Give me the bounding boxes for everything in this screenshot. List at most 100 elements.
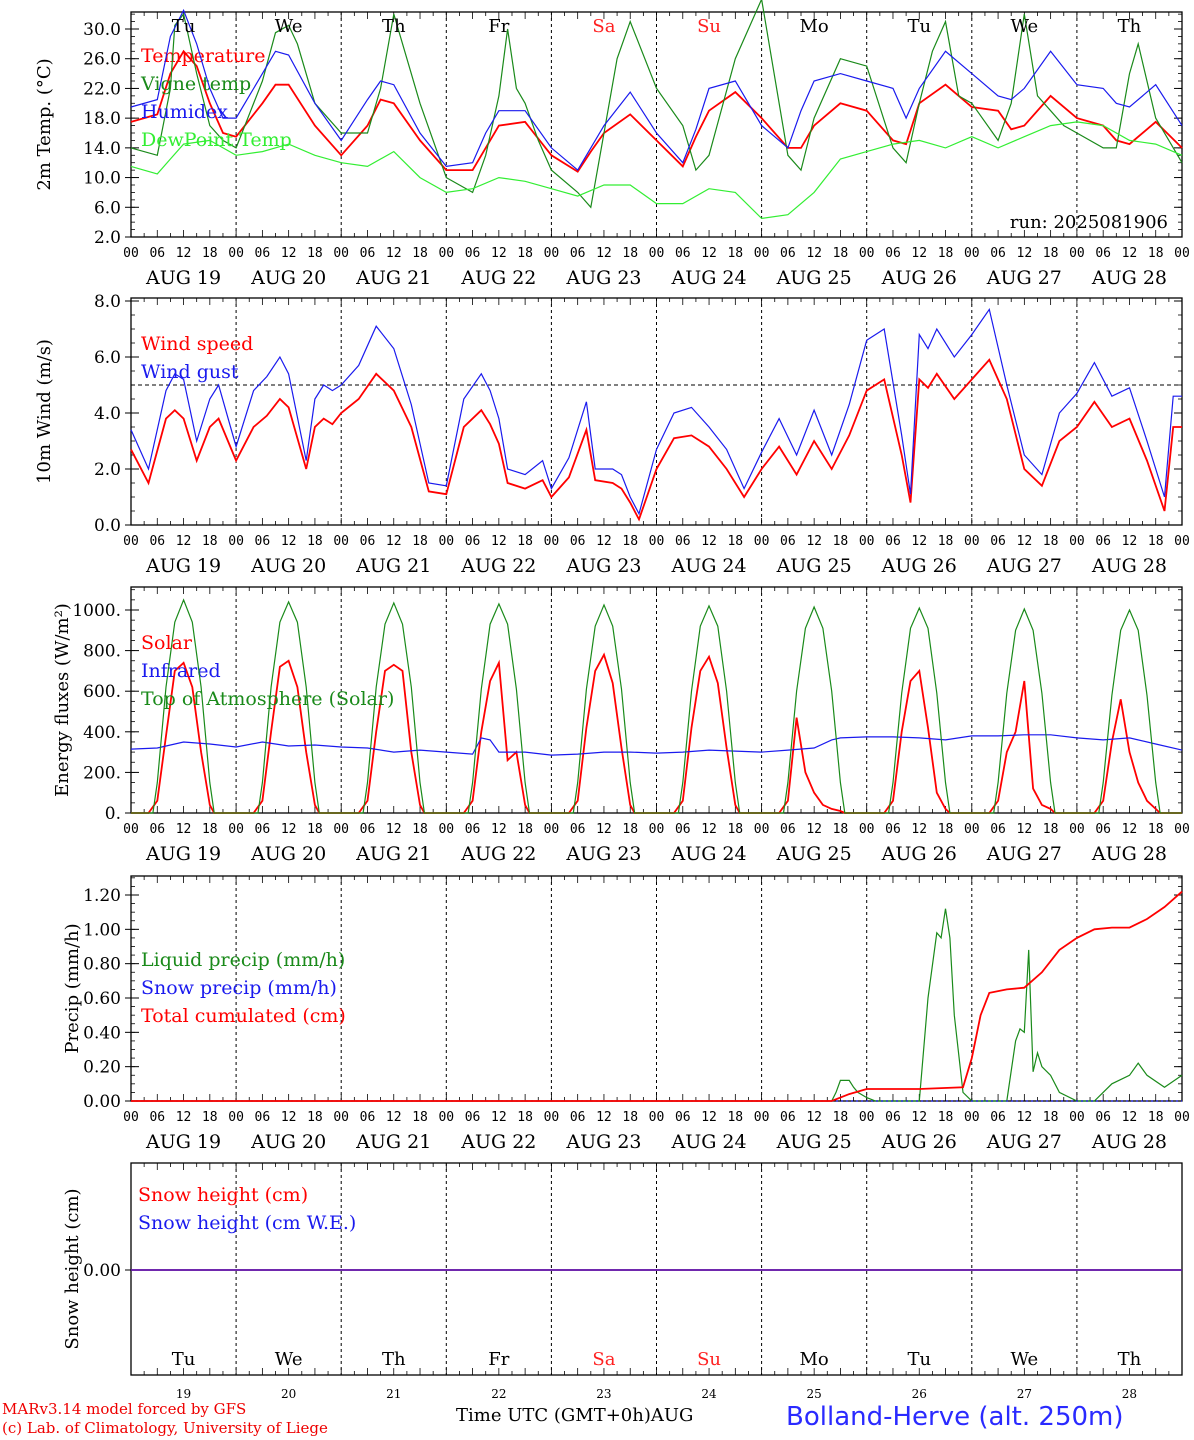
hour-tick-label: 12: [1122, 534, 1138, 549]
hour-tick-label: 06: [149, 534, 165, 549]
hour-tick-label: 00: [649, 822, 665, 837]
hour-tick-label: 12: [911, 534, 927, 549]
date-number-label: 27: [1017, 1387, 1032, 1401]
hour-tick-label: 12: [596, 822, 612, 837]
y-tick-label: 22.0: [83, 79, 121, 99]
y-tick-label: 18.0: [83, 109, 121, 129]
month-day-label: AUG 21: [355, 1131, 431, 1153]
hour-tick-label: 18: [1043, 534, 1059, 549]
month-day-label: AUG 20: [250, 267, 326, 289]
month-day-label: AUG 23: [565, 555, 641, 577]
hour-tick-label: 06: [990, 534, 1006, 549]
hour-tick-label: 18: [202, 822, 218, 837]
y-tick-label: 6.0: [94, 348, 121, 368]
month-day-label: AUG 28: [1091, 1131, 1167, 1153]
hour-tick-label: 18: [412, 822, 428, 837]
hour-tick-label: 18: [517, 822, 533, 837]
hour-tick-label: 00: [123, 246, 139, 261]
y-tick-label: 200.: [83, 763, 121, 783]
hour-tick-label: 00: [754, 1110, 770, 1125]
hour-tick-label: 18: [727, 822, 743, 837]
hour-tick-label: 06: [885, 534, 901, 549]
y-tick-label: 600.: [83, 682, 121, 702]
day-label: Fr: [488, 1349, 509, 1370]
hour-tick-label: 06: [255, 1110, 271, 1125]
day-label: Th: [1118, 1349, 1142, 1370]
hour-tick-label: 00: [859, 246, 875, 261]
hour-tick-label: 12: [1122, 246, 1138, 261]
legend-entry: Snow height (cm): [138, 1184, 308, 1206]
legend-entry: Wind gust: [141, 361, 239, 383]
hour-tick-label: 00: [1069, 1110, 1085, 1125]
hour-tick-label: 06: [465, 822, 481, 837]
hour-tick-label: 00: [649, 534, 665, 549]
hour-tick-label: 18: [833, 246, 849, 261]
month-day-label: AUG 23: [565, 843, 641, 865]
hour-tick-label: 12: [1122, 1110, 1138, 1125]
hour-tick-label: 18: [1148, 246, 1164, 261]
month-day-label: AUG 24: [670, 267, 746, 289]
y-tick-label: 1.20: [83, 886, 121, 906]
y-tick-label: 0.80: [83, 955, 121, 975]
y-tick-label: 2.0: [94, 228, 121, 248]
hour-tick-label: 12: [911, 822, 927, 837]
day-label: Tu: [907, 1349, 931, 1370]
model-credit: MARv3.14 model forced by GFS (c) Lab. of…: [2, 1400, 328, 1438]
hour-tick-label: 18: [307, 246, 323, 261]
model-credit-line2: (c) Lab. of Climatology, University of L…: [2, 1419, 328, 1437]
hour-tick-label: 00: [123, 1110, 139, 1125]
hour-tick-label: 12: [806, 822, 822, 837]
month-day-label: AUG 28: [1091, 267, 1167, 289]
y-tick-label: 8.0: [94, 292, 121, 312]
hour-tick-label: 18: [622, 1110, 638, 1125]
month-day-label: AUG 25: [776, 555, 852, 577]
hour-tick-label: 00: [649, 1110, 665, 1125]
hour-tick-label: 12: [1017, 822, 1033, 837]
hour-tick-label: 18: [622, 246, 638, 261]
day-label: Su: [697, 16, 721, 37]
hour-tick-label: 06: [360, 822, 376, 837]
month-day-label: AUG 23: [565, 1131, 641, 1153]
y-tick-label: 0.20: [83, 1058, 121, 1078]
y-tick-label: 0.: [105, 804, 121, 824]
day-label: We: [1011, 1349, 1039, 1370]
hour-tick-label: 06: [675, 1110, 691, 1125]
hour-tick-label: 06: [570, 1110, 586, 1125]
hour-tick-label: 06: [780, 246, 796, 261]
month-day-label: AUG 27: [986, 843, 1062, 865]
day-label: We: [1011, 16, 1039, 37]
legend-entry: Vigne temp: [140, 73, 251, 95]
series-line-temperature: [130, 49, 1183, 173]
hour-tick-label: 00: [859, 822, 875, 837]
hour-tick-label: 12: [281, 1110, 297, 1125]
month-day-label: AUG 23: [565, 267, 641, 289]
day-label: We: [275, 16, 303, 37]
hour-tick-label: 00: [438, 246, 454, 261]
hour-tick-label: 12: [386, 822, 402, 837]
hour-tick-label: 18: [412, 1110, 428, 1125]
hour-tick-label: 12: [596, 1110, 612, 1125]
hour-tick-label: 18: [307, 1110, 323, 1125]
hour-tick-label: 12: [386, 1110, 402, 1125]
hour-tick-label: 06: [255, 246, 271, 261]
series-line-humidex: [130, 8, 1183, 172]
y-axis-label: Snow height (cm): [62, 1188, 83, 1349]
hour-tick-label: 18: [938, 822, 954, 837]
run-annotation: run: 2025081906: [1010, 212, 1168, 233]
hour-tick-label: 00: [333, 534, 349, 549]
hour-tick-label: 12: [1017, 534, 1033, 549]
day-label: Mo: [800, 1349, 829, 1370]
hour-tick-label: 12: [281, 534, 297, 549]
month-day-label: AUG 28: [1091, 843, 1167, 865]
hour-tick-label: 18: [517, 534, 533, 549]
hour-tick-label: 06: [780, 822, 796, 837]
station-name: Bolland-Herve (alt. 250m): [786, 1402, 1124, 1432]
month-day-label: AUG 20: [250, 1131, 326, 1153]
hour-tick-label: 12: [806, 1110, 822, 1125]
day-label: Th: [1118, 16, 1142, 37]
month-day-label: AUG 25: [776, 843, 852, 865]
hour-tick-label: 12: [596, 246, 612, 261]
hour-tick-label: 00: [544, 246, 560, 261]
hour-tick-label: 00: [438, 822, 454, 837]
